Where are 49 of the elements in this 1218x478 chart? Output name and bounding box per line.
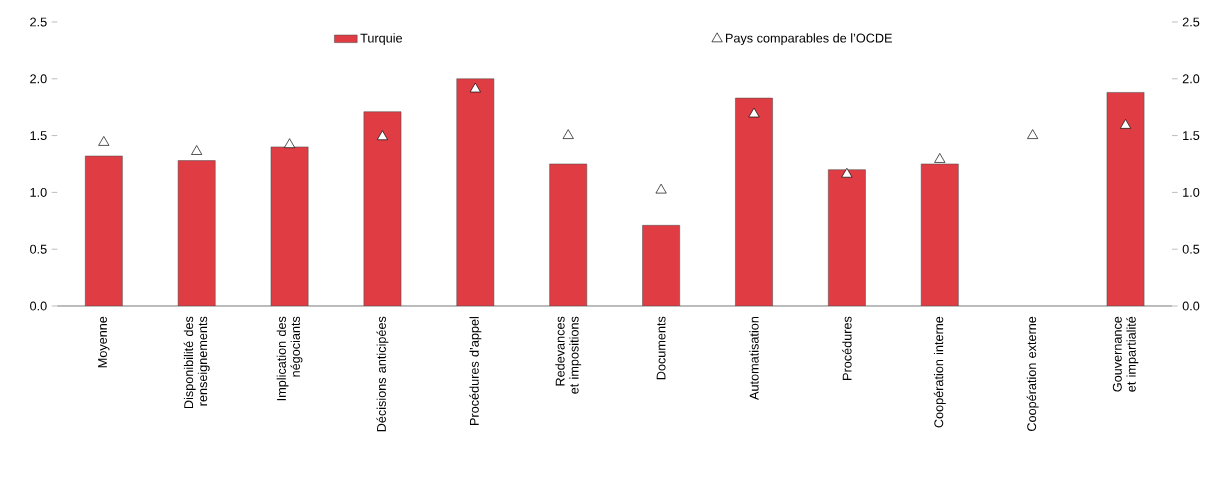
bar (549, 163, 588, 306)
x-tick-label: Procédures d’appel (469, 317, 482, 425)
y-tick-label: 2.5 (1182, 17, 1200, 27)
y2-tick-label: 2.5 (30, 17, 47, 27)
bar (456, 78, 495, 306)
bar (270, 146, 309, 306)
x-tick-label: Moyenne (98, 316, 110, 368)
y-tick-label: 2.0 (1182, 74, 1200, 84)
y-tick-label: 1.5 (1183, 131, 1200, 141)
point (934, 153, 946, 163)
bar (735, 97, 773, 306)
x-tick-label: Coopération externe (1026, 316, 1039, 431)
bar (363, 111, 402, 306)
bar (920, 163, 959, 306)
y-tick-label: 0.5 (1182, 244, 1200, 254)
x-tick-label: Gouvernance et impartialité (1112, 316, 1139, 392)
x-tick-label: Redevances et impositions (555, 316, 582, 394)
y2-tick-label: 1.0 (30, 187, 47, 197)
bar (828, 169, 866, 306)
point (562, 129, 574, 139)
y-tick-label: 0.0 (1182, 301, 1200, 311)
point (284, 138, 296, 149)
y2-tick-label: 0.5 (30, 244, 47, 254)
point (98, 136, 110, 146)
y-tick-label: 1.0 (1183, 187, 1200, 197)
point (748, 107, 760, 118)
legend-label: Pays comparables de l’OCDE (726, 33, 892, 46)
x-tick-label: Disponibilité des renseignements (183, 316, 210, 409)
y2-tick-label: 1.5 (30, 131, 47, 141)
y2-tick-label: 2.0 (30, 74, 47, 84)
bar (84, 155, 123, 306)
x-tick-label: Procédures (842, 316, 852, 380)
bar (642, 225, 680, 306)
point (376, 130, 388, 141)
point (1120, 119, 1132, 129)
x-tick-label: Automatisation (749, 316, 759, 400)
point (841, 167, 853, 178)
x-tick-label: Coopération interne (933, 316, 946, 428)
point (469, 82, 481, 93)
x-tick-label: Implication des négociants (276, 316, 303, 401)
bar (1106, 92, 1145, 306)
legend-label: Turquie (360, 33, 403, 46)
x-tick-label: Documents (656, 316, 666, 380)
bar (177, 160, 216, 306)
y2-tick-label: 0.0 (30, 301, 47, 311)
point (1027, 129, 1039, 139)
point (655, 183, 667, 194)
x-tick-label: Décisions anticipées (376, 316, 389, 432)
point (191, 145, 203, 155)
